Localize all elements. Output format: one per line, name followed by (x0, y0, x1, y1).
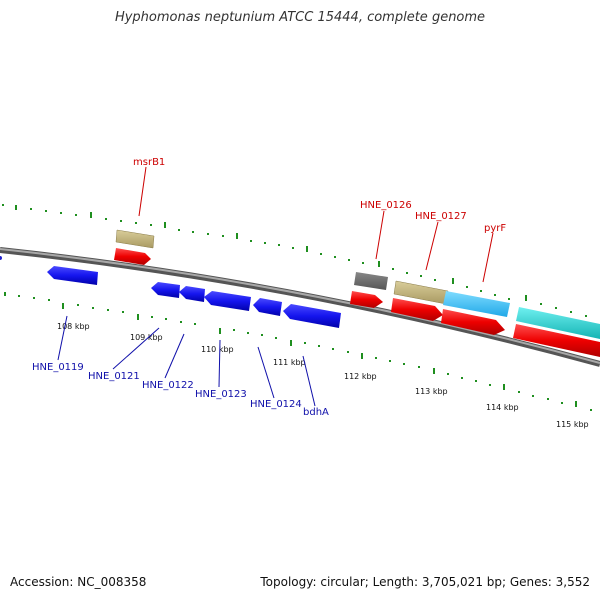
minus-strand-ticks (4, 292, 592, 411)
gene-label-HNE_0121: HNE_0121 (88, 371, 140, 382)
scale-label-112: 112 kbp (344, 372, 377, 381)
genome-summary: Topology: circular; Length: 3,705,021 bp… (260, 575, 590, 589)
scale-label-115: 115 kbp (556, 420, 589, 429)
gene-label-pyrF: pyrF (484, 223, 506, 234)
gene-label-HNE_0123: HNE_0123 (195, 389, 247, 400)
gene-feature[interactable] (354, 272, 388, 290)
scale-label-109: 109 kbp (130, 333, 163, 342)
gene-label-msrB1: msrB1 (133, 157, 165, 168)
gene-arrow[interactable] (283, 304, 341, 328)
gene-label-HNE_0124: HNE_0124 (250, 399, 302, 410)
gene-label-HNE_0127: HNE_0127 (415, 211, 467, 222)
gene-arrow[interactable] (204, 291, 251, 311)
gene-arrow[interactable] (513, 324, 600, 357)
scale-label-111: 111 kbp (273, 358, 306, 367)
scale-label-108: 108 kbp (57, 322, 90, 331)
gene-feature[interactable] (443, 291, 510, 317)
minus-leader-lines (57, 315, 316, 407)
gene-feature[interactable] (516, 307, 600, 339)
gene-arrow[interactable] (253, 298, 282, 316)
map-title: Hyphomonas neptunium ATCC 15444, complet… (114, 10, 486, 25)
gene-arrow[interactable] (391, 298, 443, 321)
gene-feature[interactable] (115, 229, 155, 249)
gene-label-HNE_0122: HNE_0122 (142, 380, 194, 391)
scale-label-110: 110 kbp (201, 345, 234, 354)
gene-label-HNE_0126: HNE_0126 (360, 200, 412, 211)
scale-label-113: 113 kbp (415, 387, 448, 396)
gene-arrow[interactable] (350, 291, 383, 308)
gene-arrow[interactable] (47, 266, 98, 285)
gene-label-bdhA: bdhA (303, 407, 329, 418)
gene-arrow[interactable] (114, 248, 151, 265)
gene-label-HNE_0119: HNE_0119 (32, 362, 84, 373)
plus-leader-lines (138, 166, 494, 283)
gene-arrow[interactable] (441, 309, 505, 335)
gene-arrow[interactable] (151, 282, 180, 298)
scale-label-114: 114 kbp (486, 403, 519, 412)
gene-arrow[interactable] (179, 286, 205, 302)
plus-strand-ticks (2, 204, 587, 317)
accession-text: Accession: NC_008358 (10, 575, 147, 589)
